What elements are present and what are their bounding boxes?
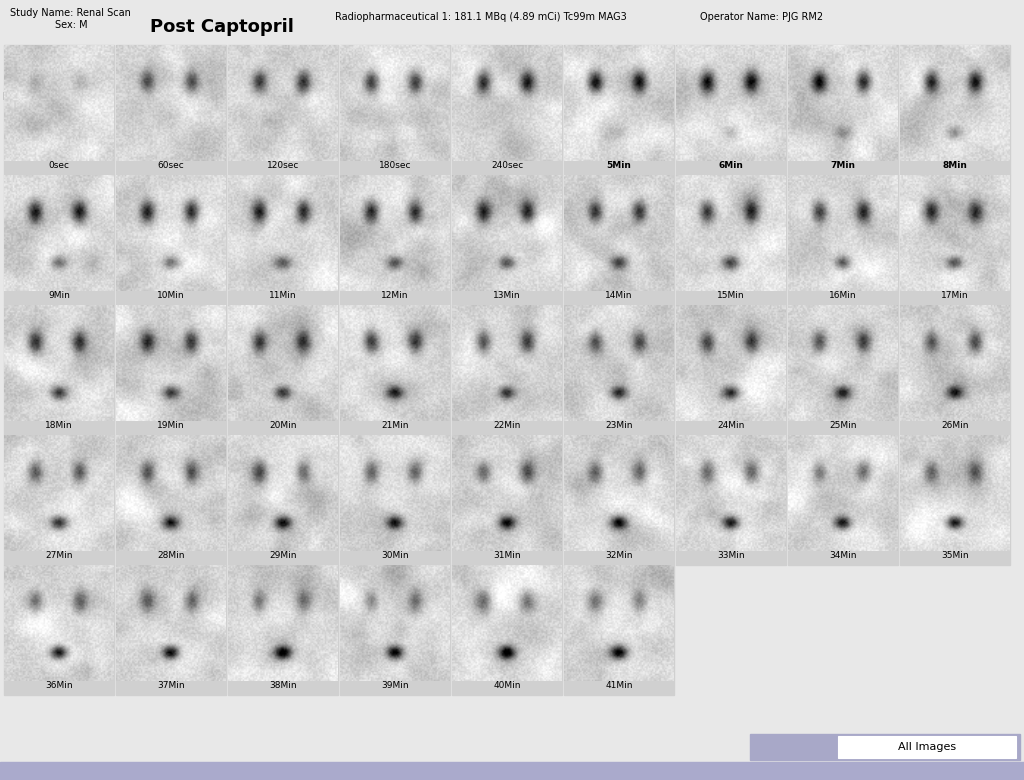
Bar (452, 45, 562, 175)
Bar (900, 175, 1010, 305)
Bar (340, 45, 450, 175)
Bar (838, 736, 1016, 758)
Bar (676, 305, 786, 435)
Text: 5Min: 5Min (606, 161, 632, 171)
Bar (228, 45, 338, 175)
Text: Sex: M: Sex: M (55, 20, 88, 30)
Text: 0sec: 0sec (48, 161, 70, 171)
Text: Radiopharmaceutical 1: 181.1 MBq (4.89 mCi) Tc99m MAG3: Radiopharmaceutical 1: 181.1 MBq (4.89 m… (335, 12, 627, 22)
Bar (452, 565, 562, 695)
Text: Post Captopril: Post Captopril (150, 18, 294, 36)
Text: 12Min: 12Min (381, 292, 409, 300)
Text: 40Min: 40Min (494, 682, 521, 690)
Text: 21Min: 21Min (381, 421, 409, 431)
Text: 35Min: 35Min (941, 551, 969, 561)
Text: 7Min: 7Min (830, 161, 855, 171)
Bar (116, 305, 226, 435)
Text: 25Min: 25Min (829, 421, 857, 431)
Text: 9Min: 9Min (48, 292, 70, 300)
Bar (452, 435, 562, 565)
Bar (750, 734, 1020, 760)
Text: Lt Posterior Rt: Lt Posterior Rt (3, 92, 83, 102)
Bar (676, 175, 786, 305)
Text: 20Min: 20Min (269, 421, 297, 431)
Text: 120sec: 120sec (267, 161, 299, 171)
Bar (564, 45, 674, 175)
Bar (228, 565, 338, 695)
Bar (676, 435, 786, 565)
Text: 19Min: 19Min (158, 421, 184, 431)
Text: 180sec: 180sec (379, 161, 412, 171)
Bar (564, 435, 674, 565)
Bar (788, 45, 898, 175)
Bar (228, 305, 338, 435)
Text: 6Min: 6Min (719, 161, 743, 171)
Bar (900, 305, 1010, 435)
Bar (228, 435, 338, 565)
Bar (788, 175, 898, 305)
Bar (340, 305, 450, 435)
Bar (564, 565, 674, 695)
Bar (4, 305, 114, 435)
Text: 17Min: 17Min (941, 292, 969, 300)
Bar (900, 45, 1010, 175)
Text: 36Min: 36Min (45, 682, 73, 690)
Text: 39Min: 39Min (381, 682, 409, 690)
Bar (4, 45, 114, 175)
Bar (340, 175, 450, 305)
Text: 240sec: 240sec (490, 161, 523, 171)
Text: 27Min: 27Min (45, 551, 73, 561)
Bar (4, 565, 114, 695)
Text: 14Min: 14Min (605, 292, 633, 300)
Text: Operator Name: PJG RM2: Operator Name: PJG RM2 (700, 12, 823, 22)
Text: 11Min: 11Min (269, 292, 297, 300)
Text: 33Min: 33Min (717, 551, 744, 561)
Bar (564, 175, 674, 305)
Bar (116, 565, 226, 695)
Text: 16Min: 16Min (829, 292, 857, 300)
Text: 31Min: 31Min (494, 551, 521, 561)
Text: 34Min: 34Min (829, 551, 857, 561)
Bar (452, 175, 562, 305)
Bar (788, 435, 898, 565)
Bar (564, 305, 674, 435)
Text: 26Min: 26Min (941, 421, 969, 431)
Bar (116, 435, 226, 565)
Text: 32Min: 32Min (605, 551, 633, 561)
Bar (0, 762, 1024, 780)
Bar (116, 175, 226, 305)
Text: 30Min: 30Min (381, 551, 409, 561)
Text: 38Min: 38Min (269, 682, 297, 690)
Text: 10Min: 10Min (158, 292, 184, 300)
Text: 13Min: 13Min (494, 292, 521, 300)
Text: 24Min: 24Min (718, 421, 744, 431)
Bar (4, 175, 114, 305)
Bar (340, 565, 450, 695)
Bar (676, 45, 786, 175)
Bar (788, 305, 898, 435)
Bar (340, 435, 450, 565)
Text: 60sec: 60sec (158, 161, 184, 171)
Bar (900, 435, 1010, 565)
Text: 41Min: 41Min (605, 682, 633, 690)
Text: 37Min: 37Min (158, 682, 184, 690)
Text: Study Name: Renal Scan: Study Name: Renal Scan (10, 8, 131, 18)
Text: 28Min: 28Min (158, 551, 184, 561)
Text: 18Min: 18Min (45, 421, 73, 431)
Text: 15Min: 15Min (717, 292, 744, 300)
Text: 8Min: 8Min (942, 161, 968, 171)
Bar (4, 435, 114, 565)
Text: 23Min: 23Min (605, 421, 633, 431)
Text: All Images: All Images (898, 742, 956, 752)
Bar (116, 45, 226, 175)
Text: 22Min: 22Min (494, 421, 520, 431)
Bar (228, 175, 338, 305)
Text: 29Min: 29Min (269, 551, 297, 561)
Bar (452, 305, 562, 435)
